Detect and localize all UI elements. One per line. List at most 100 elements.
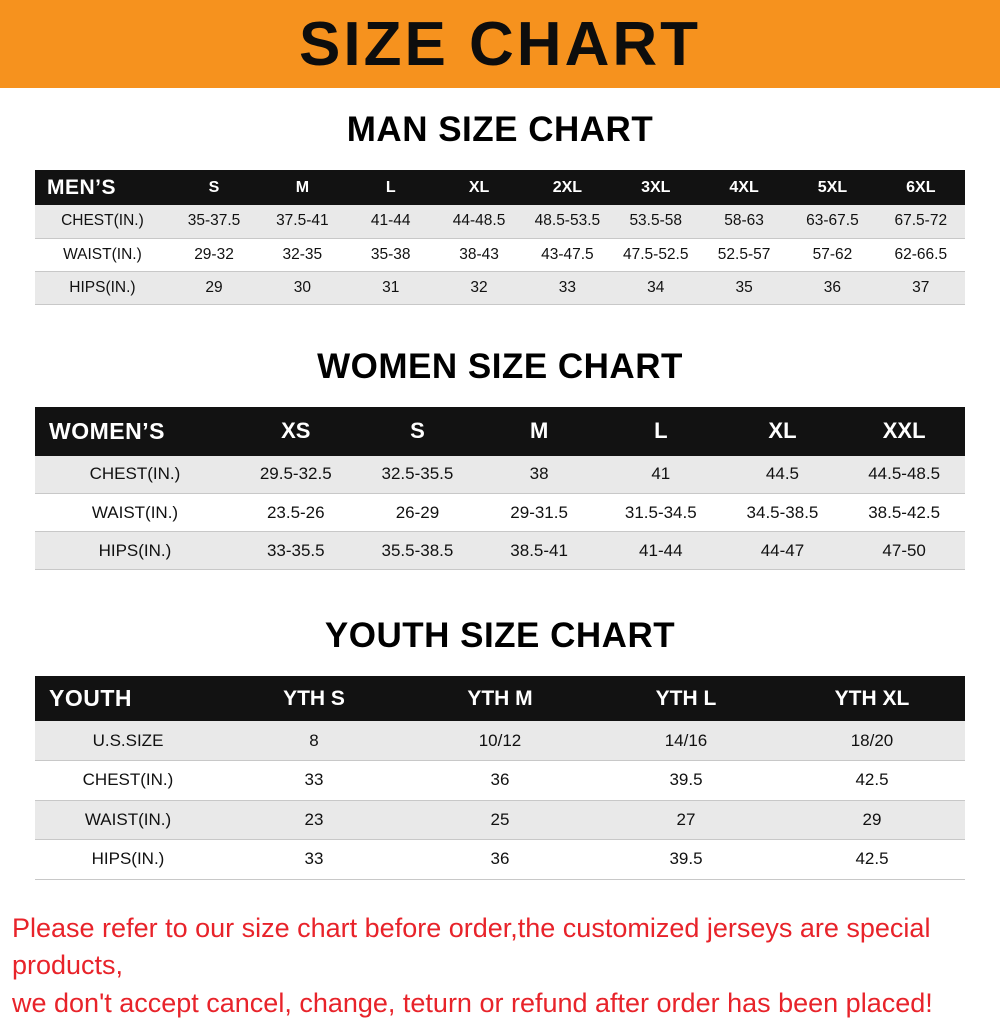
banner: SIZE CHART [0,0,1000,88]
value-cell: 29-31.5 [478,493,600,532]
row-label-cell: HIPS(IN.) [35,839,221,880]
men-size-table: MEN’S S M L XL 2XL 3XL 4XL 5XL 6XL CHEST(IN.) 35-37… [35,170,965,305]
value-cell: 29 [169,271,259,305]
value-cell: 18/20 [779,721,965,761]
value-cell: 31 [346,271,435,305]
value-cell: 23.5-26 [234,493,357,532]
value-cell: 35-38 [346,238,435,272]
measurement-row: CHEST(IN.) 33 36 39.5 42.5 [35,760,965,801]
value-cell: 44-47 [721,531,844,570]
size-column-header: XS [234,406,357,456]
value-cell: 44-48.5 [434,205,524,239]
size-column-header: S [169,170,259,205]
value-cell: 62-66.5 [876,238,965,272]
value-cell: 31.5-34.5 [599,493,722,532]
section-heading-youth: YOUTH SIZE CHART [324,616,676,655]
value-cell: 36 [407,839,593,880]
size-column-header: 5XL [788,170,877,205]
value-cell: 29.5-32.5 [234,455,357,494]
section-heading-women: WOMEN SIZE CHART [317,346,683,386]
size-header-row: YOUTH YTH S YTH M YTH L YTH XL [35,676,965,721]
value-cell: 33 [221,839,407,880]
row-label-cell: CHEST(IN.) [35,455,235,494]
value-cell: 41 [599,455,722,494]
value-cell: 67.5-72 [876,205,965,239]
disclaimer-line-2: we don't accept cancel, change, teturn o… [12,988,933,1019]
value-cell: 41-44 [599,531,722,570]
value-cell: 42.5 [779,839,965,880]
size-header-row: WOMEN’S XS S M L XL XXL [35,406,965,456]
disclaimer-line-1: Please refer to our size chart before or… [12,912,931,981]
value-cell: 32.5-35.5 [356,455,479,494]
value-cell: 33 [523,271,612,305]
table-title-cell: YOUTH [35,676,221,721]
value-cell: 33-35.5 [234,531,357,570]
size-column-header: XL [434,170,524,205]
measurement-row: HIPS(IN.) 29 30 31 32 33 34 35 36 37 [35,271,965,305]
value-cell: 32 [434,271,524,305]
value-cell: 38.5-41 [478,531,600,570]
value-cell: 47.5-52.5 [611,238,700,272]
value-cell: 34.5-38.5 [721,493,844,532]
size-column-header: XL [721,406,844,456]
value-cell: 23 [221,800,407,840]
size-column-header: L [599,406,722,456]
size-column-header: YTH M [407,676,593,721]
value-cell: 36 [788,271,877,305]
measurement-row: HIPS(IN.) 33 36 39.5 42.5 [35,839,965,880]
size-column-header: YTH S [221,676,407,721]
row-label-cell: CHEST(IN.) [35,760,221,801]
value-cell: 38-43 [434,238,524,272]
size-column-header: M [478,406,600,456]
value-cell: 30 [258,271,347,305]
row-label-cell: U.S.SIZE [35,721,221,761]
row-label-cell: HIPS(IN.) [35,531,235,570]
value-cell: 57-62 [788,238,877,272]
value-cell: 36 [407,760,593,801]
size-column-header: XXL [843,406,965,456]
measurement-row: U.S.SIZE 8 10/12 14/16 18/20 [35,721,965,761]
value-cell: 10/12 [407,721,593,761]
value-cell: 63-67.5 [788,205,877,239]
value-cell: 52.5-57 [699,238,789,272]
value-cell: 39.5 [593,839,779,880]
size-column-header: 3XL [611,170,700,205]
size-header-row: MEN’S S M L XL 2XL 3XL 4XL 5XL 6XL [35,170,965,205]
row-label-cell: CHEST(IN.) [35,205,170,239]
size-column-header: M [258,170,347,205]
value-cell: 14/16 [593,721,779,761]
value-cell: 35.5-38.5 [356,531,479,570]
size-column-header: 4XL [699,170,789,205]
banner-title: SIZE CHART [299,9,701,79]
row-label-cell: WAIST(IN.) [35,800,221,840]
value-cell: 42.5 [779,760,965,801]
value-cell: 29-32 [169,238,259,272]
value-cell: 41-44 [346,205,435,239]
section-heading-men: MAN SIZE CHART [346,110,654,149]
value-cell: 26-29 [356,493,479,532]
value-cell: 8 [221,721,407,761]
size-column-header: YTH L [593,676,779,721]
measurement-row: WAIST(IN.) 23.5-26 26-29 29-31.5 31.5-34.5 34… [35,493,965,532]
value-cell: 25 [407,800,593,840]
value-cell: 37 [876,271,965,305]
value-cell: 53.5-58 [611,205,700,239]
table-title-cell: WOMEN’S [35,406,235,456]
measurement-row: WAIST(IN.) 29-32 32-35 35-38 38-43 43-47.5 47.… [35,238,965,272]
disclaimer: Please refer to our size chart before or… [0,910,1000,1023]
value-cell: 44.5 [721,455,844,494]
size-column-header: S [356,406,479,456]
table-title-cell: MEN’S [35,170,170,205]
measurement-row: WAIST(IN.) 23 25 27 29 [35,800,965,840]
measurement-row: HIPS(IN.) 33-35.5 35.5-38.5 38.5-41 41-44 44-… [35,531,965,570]
value-cell: 39.5 [593,760,779,801]
value-cell: 58-63 [699,205,789,239]
measurement-row: CHEST(IN.) 35-37.5 37.5-41 41-44 44-48.5 48.5… [35,205,965,239]
size-column-header: 6XL [876,170,965,205]
value-cell: 34 [611,271,700,305]
youth-size-table: YOUTH YTH S YTH M YTH L YTH XL U.S.SIZE 8 10/12… [35,676,965,880]
row-label-cell: WAIST(IN.) [35,493,235,532]
value-cell: 33 [221,760,407,801]
value-cell: 48.5-53.5 [523,205,612,239]
value-cell: 44.5-48.5 [843,455,965,494]
